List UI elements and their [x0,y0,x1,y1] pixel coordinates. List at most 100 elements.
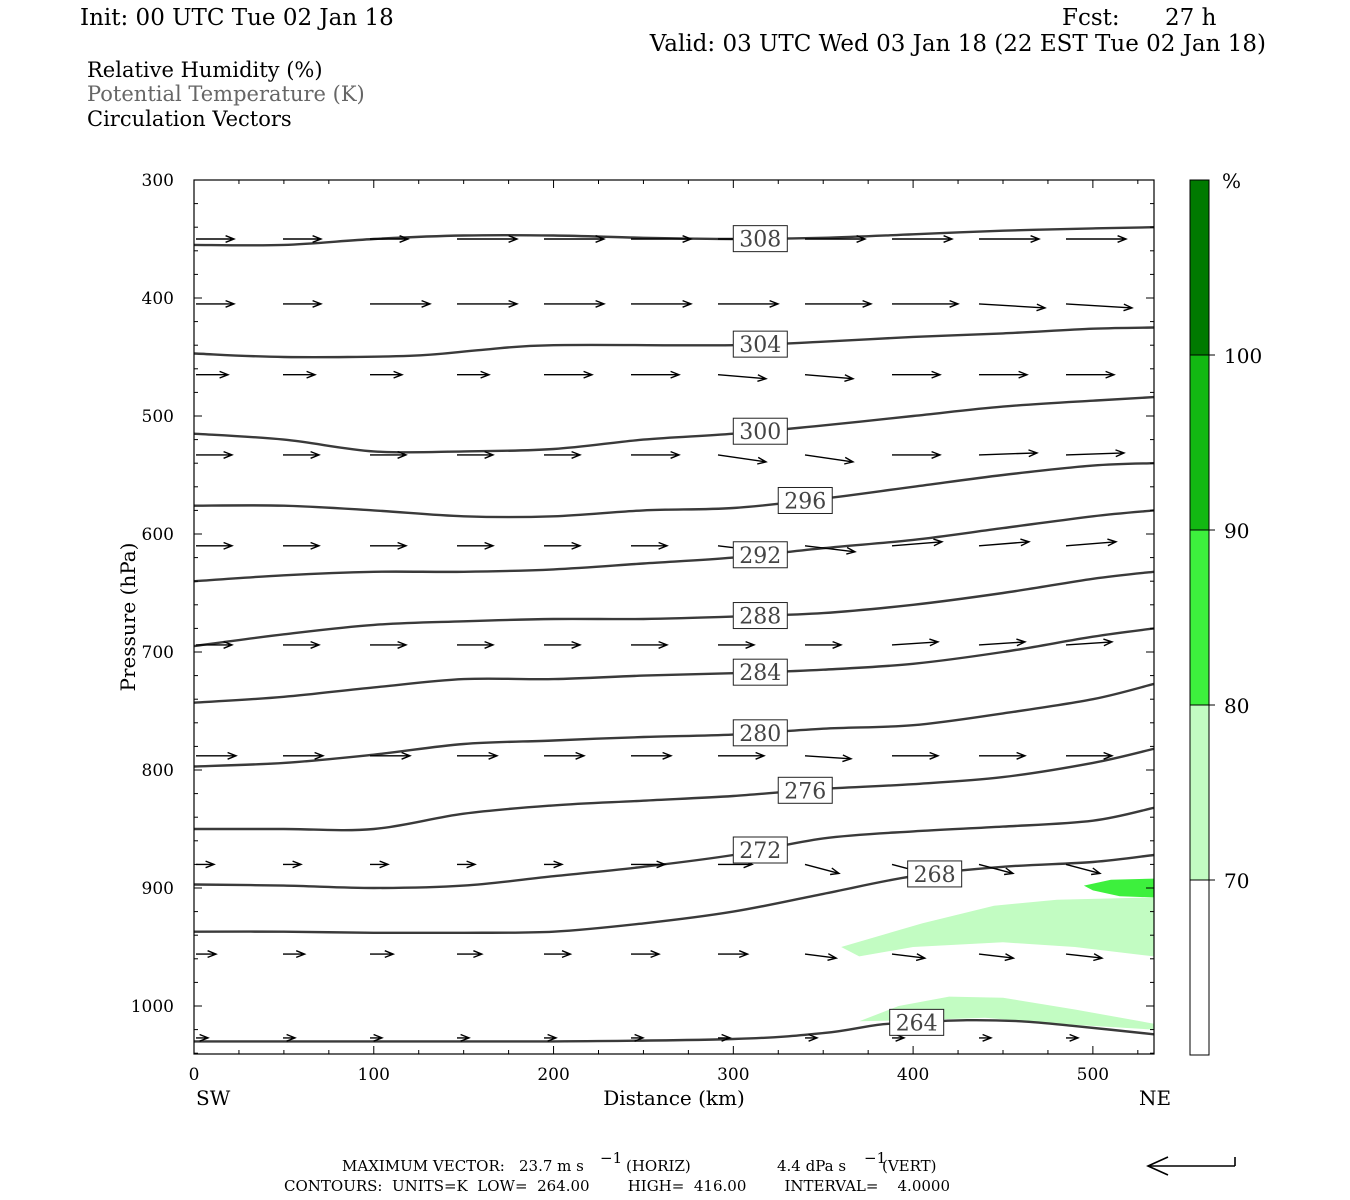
contour-308 [194,226,1154,247]
contour-268 [194,853,1154,935]
vector-arrow [805,235,867,243]
horiz-unit-exponent: −1 [600,1149,622,1167]
contour-label-284: 284 [739,661,781,686]
colorbar-swatch [1190,355,1209,530]
vector-arrow [631,370,681,379]
contour-304 [194,326,1154,359]
max-vector-label: MAXIMUM VECTOR: [342,1157,505,1175]
vector-arrow [544,370,594,379]
vector-arrow [978,863,1015,876]
contour-label-box-308 [732,225,788,253]
vector-arrow [718,299,780,308]
vector-arrow [631,541,669,550]
vector-arrow [457,450,495,459]
contour-label-300: 300 [739,420,781,445]
rh-region-80-90 [1083,878,1154,898]
colorbar-label: 90 [1224,519,1249,543]
colorbar-label: 80 [1224,694,1249,718]
reference-vector [1146,1156,1236,1176]
legend-rh: Relative Humidity (%) [87,58,323,82]
vector-arrow [196,370,230,379]
y-tick-label: 1000 [131,997,174,1017]
vector-arrow [544,1033,558,1042]
vector-arrow [978,449,1039,458]
vector-arrow [805,640,843,649]
rh-colorbar: 100 90 80 70 [1189,179,1262,1056]
x-tick-label: 0 [189,1065,200,1085]
rh-shading [841,878,1154,1030]
vector-arrow [718,1033,732,1042]
vector-arrow [979,1033,993,1042]
x-axis-ticks: 0 100 200 300 400 500 [189,180,1139,1085]
vector-arrow [370,299,432,308]
vector-arrow [1065,953,1104,962]
vector-arrow [283,1033,297,1042]
x-tick-label: 300 [717,1065,749,1085]
vector-arrow [544,541,582,550]
vector-arrow [804,754,853,763]
contour-280 [194,682,1154,768]
vector-arrow [631,640,669,649]
vector-arrow [718,950,750,959]
vector-arrow [544,860,564,869]
contour-label-272: 272 [739,839,781,864]
y-tick-label: 500 [142,407,174,427]
colorbar-swatch [1190,880,1209,1055]
vector-arrow [979,751,1027,760]
contour-label-276: 276 [784,779,826,804]
contour-264 [194,1018,1154,1043]
contour-label-box-300 [732,417,788,445]
x-tick-label: 200 [537,1065,569,1085]
vector-arrow [631,950,661,959]
vector-arrow [196,751,238,760]
contour-label-296: 296 [784,489,826,514]
vector-arrow [1065,638,1114,647]
vector-arrow [196,541,234,550]
vector-arrow [1066,1033,1080,1042]
vector-arrow [631,1033,645,1042]
forecast-label: Fcst: [1062,5,1120,31]
ne-label: NE [1139,1086,1171,1110]
vector-arrow [978,638,1027,647]
vector-arrow [544,235,606,243]
y-axis-ticks: 300 400 500 600 700 800 900 1000 [131,171,1154,1054]
vector-arrow [544,751,586,760]
colorbar-swatch [1190,180,1209,355]
contour-label-288: 288 [739,605,781,630]
contour-label-box-284 [732,658,788,686]
contour-label-box-292 [732,541,788,569]
contour-272 [194,806,1154,890]
x-tick-label: 100 [358,1065,390,1085]
colorbar-swatch [1190,530,1209,705]
vector-arrow [891,538,944,547]
contour-labels: 308 304 300 296 292 288 284 280 276 272 268 264 [732,225,963,1036]
vector-arrow [892,299,960,308]
contour-label-box-264 [889,1008,945,1036]
vert-unit: (VERT) [882,1157,937,1175]
rh-region-70-80 [859,996,1154,1030]
vector-arrow [457,640,495,649]
contour-284 [194,627,1154,704]
circulation-vectors [196,235,1134,1042]
vector-arrow [457,370,491,379]
vector-arrow [804,454,855,465]
vector-arrow [370,860,390,869]
vector-arrow [892,235,954,243]
contour-label-304: 304 [739,333,781,358]
vector-arrow [283,299,323,308]
contour-label-308: 308 [739,228,781,253]
vector-arrow [631,299,693,308]
contour-label-box-280 [732,719,788,747]
vector-arrow [805,1033,819,1042]
plot-frame [193,179,1155,1055]
vector-arrow [370,640,408,649]
vector-arrow [283,860,303,869]
vector-arrow [283,235,323,243]
vector-arrow [631,751,673,760]
vector-arrow [196,299,236,308]
contour-label-264: 264 [896,1011,938,1036]
rh-region-70-80 [841,897,1154,957]
contour-label-box-272 [732,836,788,864]
legend-theta: Potential Temperature (K) [87,82,365,106]
y-tick-label: 800 [142,761,174,781]
